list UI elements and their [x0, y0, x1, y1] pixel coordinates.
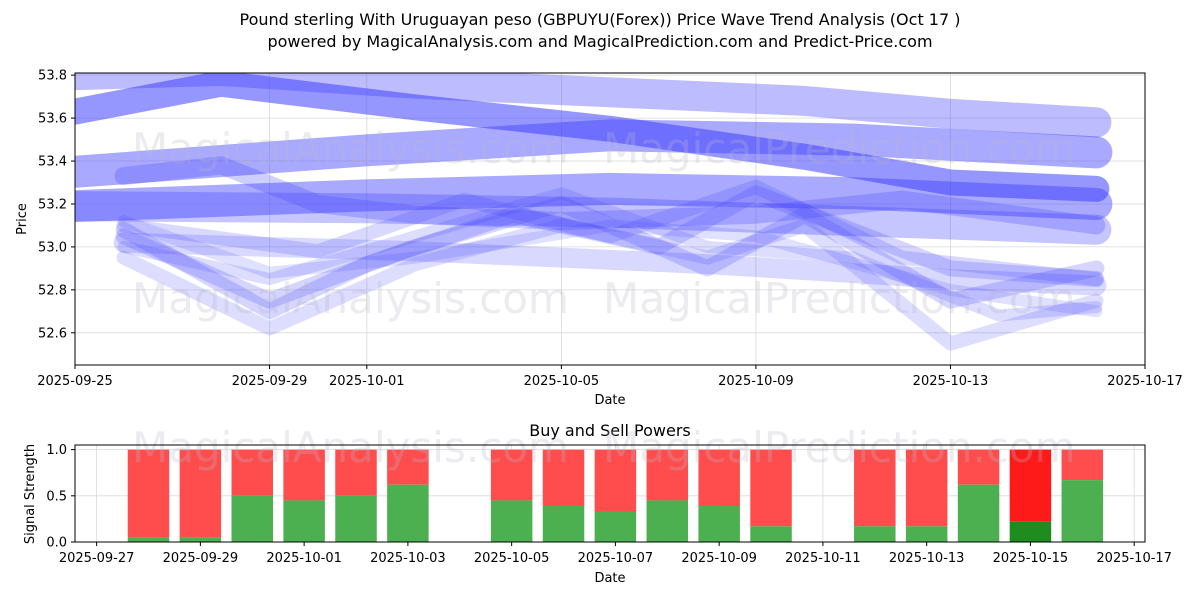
sell-power-bar — [1009, 449, 1052, 522]
price-wave-line — [115, 185, 1105, 320]
price-wave-line — [117, 215, 1103, 318]
watermark: MagicalAnalysis.com — [132, 274, 569, 323]
sell-power-bar — [283, 449, 325, 501]
chart-subtitle: powered by MagicalAnalysis.com and Magic… — [267, 32, 932, 51]
powers-x-tick-label: 2025-09-29 — [163, 551, 239, 566]
buy-power-bar — [542, 505, 585, 542]
powers-x-tick-label: 2025-09-27 — [59, 551, 135, 566]
watermark: MagicalAnalysis.com — [132, 423, 569, 472]
price-x-tick-label: 2025-10-09 — [718, 374, 794, 389]
powers-x-tick-label: 2025-10-03 — [370, 551, 446, 566]
price-y-tick-label: 53.6 — [38, 112, 67, 127]
price-watermarks: MagicalAnalysis.com MagicalPrediction.co… — [132, 124, 1076, 323]
price-x-tick-label: 2025-09-29 — [232, 374, 308, 389]
buy-power-bar — [698, 505, 740, 542]
sell-power-bar — [1061, 449, 1104, 481]
price-x-tick-label: 2025-10-13 — [913, 374, 989, 389]
powers-y-tick-label: 0.5 — [46, 489, 67, 504]
buy-power-bar — [179, 537, 222, 542]
price-wave-line — [75, 73, 1112, 138]
price-x-tick-label: 2025-09-25 — [37, 374, 113, 389]
price-wave-line — [116, 218, 1104, 351]
powers-x-tick-label: 2025-10-05 — [474, 551, 550, 566]
buy-power-bar — [1009, 521, 1052, 542]
buy-power-bar — [957, 484, 1000, 542]
price-y-tick-label: 52.8 — [38, 283, 67, 298]
sell-power-bar — [335, 449, 377, 496]
sell-power-bar — [854, 449, 896, 527]
powers-y-tick-label: 0.0 — [46, 536, 67, 551]
price-wave-line — [115, 196, 1105, 309]
watermark: MagicalPrediction.com — [603, 423, 1076, 472]
buy-power-bar — [646, 500, 689, 542]
chart-title: Pound sterling With Uruguayan peso (GBPU… — [240, 10, 961, 29]
sell-power-bar — [698, 449, 740, 506]
sell-power-bar — [490, 449, 533, 501]
buy-power-bar — [231, 495, 274, 542]
powers-y-axis-label: Signal Strength — [23, 444, 38, 544]
price-wave-line — [75, 119, 1113, 188]
powers-axis-ticks: 2025-09-27 2025-09-29 2025-10-01 2025-10-03… — [46, 443, 1172, 566]
price-wave-line — [114, 156, 1106, 235]
price-y-tick-label: 53.4 — [38, 155, 67, 170]
powers-chart-title: Buy and Sell Powers — [529, 421, 691, 440]
buy-power-bar — [854, 526, 896, 542]
buy-power-bar — [594, 511, 637, 542]
buy-power-bar — [905, 526, 948, 542]
price-y-tick-label: 52.6 — [38, 326, 67, 341]
powers-y-tick-label: 1.0 — [46, 443, 67, 458]
powers-x-tick-label: 2025-10-11 — [785, 551, 861, 566]
price-wave-line — [117, 187, 1103, 322]
price-wave-line — [75, 73, 1110, 202]
powers-watermarks: MagicalAnalysis.com MagicalPrediction.co… — [132, 423, 1076, 472]
price-wave-line — [113, 232, 1107, 296]
powers-x-tick-label: 2025-10-09 — [681, 551, 757, 566]
sell-power-bar — [957, 449, 1000, 485]
price-wave-line — [75, 172, 1113, 223]
watermark: MagicalPrediction.com — [603, 124, 1076, 173]
powers-x-tick-label: 2025-10-13 — [889, 551, 965, 566]
watermark: MagicalPrediction.com — [603, 274, 1076, 323]
powers-x-tick-label: 2025-10-07 — [578, 551, 654, 566]
watermark: MagicalAnalysis.com — [132, 124, 569, 173]
buy-power-bar — [387, 484, 429, 542]
buy-power-bar — [335, 495, 377, 542]
sell-power-bar — [387, 449, 429, 485]
price-wave-line — [116, 179, 1104, 287]
powers-bars — [127, 449, 1104, 542]
powers-x-tick-label: 2025-10-01 — [266, 551, 342, 566]
powers-x-tick-label: 2025-10-15 — [993, 551, 1069, 566]
powers-x-axis-label: Date — [594, 571, 625, 586]
sell-power-bar — [594, 449, 637, 512]
sell-power-bar — [179, 449, 222, 538]
buy-power-bar — [1061, 480, 1104, 542]
buy-power-bar — [127, 537, 170, 542]
price-axis-ticks: 2025-09-25 2025-09-29 2025-10-01 2025-10-05… — [37, 69, 1183, 389]
sell-power-bar — [127, 449, 170, 538]
price-waves — [75, 73, 1113, 351]
price-y-tick-label: 53.2 — [38, 197, 67, 212]
buy-power-bar — [283, 500, 325, 542]
sell-power-bar — [905, 449, 948, 527]
sell-power-bar — [231, 449, 274, 496]
price-x-tick-label: 2025-10-05 — [524, 374, 600, 389]
price-x-tick-label: 2025-10-17 — [1107, 374, 1183, 389]
powers-x-tick-label: 2025-10-17 — [1096, 551, 1172, 566]
sell-power-bar — [646, 449, 689, 501]
price-wave-line — [75, 191, 1112, 245]
price-x-tick-label: 2025-10-01 — [329, 374, 405, 389]
buy-power-bar — [750, 526, 792, 542]
sell-power-bar — [750, 449, 792, 527]
price-y-tick-label: 53.8 — [38, 69, 67, 84]
price-x-axis-label: Date — [594, 393, 625, 408]
sell-power-bar — [542, 449, 585, 506]
buy-power-bar — [490, 500, 533, 542]
price-plot-frame — [74, 72, 1146, 366]
price-y-axis-label: Price — [15, 203, 30, 235]
powers-plot-frame — [74, 444, 1146, 543]
price-y-tick-label: 53.0 — [38, 240, 67, 255]
